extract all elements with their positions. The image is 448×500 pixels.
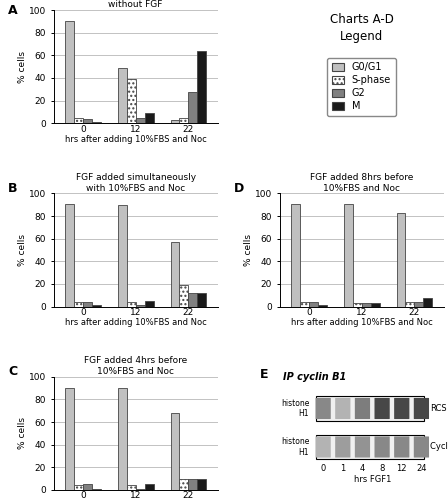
Bar	[198, 293, 207, 306]
Bar	[353, 303, 362, 306]
Bar	[136, 489, 145, 490]
Text: IP cyclin B1: IP cyclin B1	[283, 372, 346, 382]
FancyBboxPatch shape	[355, 398, 370, 419]
Title: FGF added simultaneously
with 10%FBS and Noc: FGF added simultaneously with 10%FBS and…	[76, 172, 196, 193]
Text: B: B	[8, 182, 17, 195]
Text: 24: 24	[416, 464, 426, 473]
Bar	[291, 204, 300, 306]
FancyBboxPatch shape	[375, 436, 390, 458]
Bar	[198, 51, 207, 123]
FancyBboxPatch shape	[315, 436, 331, 458]
Text: histone
H1: histone H1	[281, 438, 309, 456]
Text: 12: 12	[396, 464, 407, 473]
Bar	[74, 302, 83, 306]
Bar	[92, 489, 101, 490]
Legend: G0/G1, S-phase, G2, M: G0/G1, S-phase, G2, M	[327, 58, 396, 116]
Bar	[180, 285, 189, 306]
Bar	[316, 434, 424, 460]
X-axis label: hrs after adding 10%FBS and Noc: hrs after adding 10%FBS and Noc	[65, 135, 207, 144]
Bar	[83, 302, 92, 306]
Bar	[423, 298, 432, 306]
FancyBboxPatch shape	[414, 398, 429, 419]
Bar	[189, 478, 198, 490]
Bar	[300, 302, 309, 306]
Bar	[309, 302, 318, 306]
Bar	[180, 118, 189, 123]
FancyBboxPatch shape	[394, 398, 409, 419]
Bar	[127, 302, 136, 306]
Text: histone
H1: histone H1	[281, 399, 309, 418]
Text: D: D	[234, 182, 244, 195]
Bar	[171, 413, 180, 490]
Text: 1: 1	[340, 464, 345, 473]
Bar	[316, 396, 424, 421]
Text: RCS: RCS	[431, 404, 447, 413]
Text: Cyclin D1/CDK4: Cyclin D1/CDK4	[431, 442, 448, 452]
Bar	[118, 388, 127, 490]
Text: E: E	[260, 368, 269, 380]
Bar	[136, 118, 145, 123]
Bar	[65, 204, 74, 306]
Bar	[414, 302, 423, 306]
Bar	[74, 118, 83, 123]
FancyBboxPatch shape	[394, 436, 409, 458]
Bar	[189, 92, 198, 123]
Title: without FGF: without FGF	[108, 0, 163, 9]
Bar	[180, 478, 189, 490]
FancyBboxPatch shape	[355, 436, 370, 458]
Bar	[127, 486, 136, 490]
Bar	[189, 293, 198, 306]
Bar	[83, 118, 92, 123]
Bar	[145, 484, 154, 490]
Y-axis label: % cells: % cells	[18, 234, 27, 266]
Y-axis label: % cells: % cells	[245, 234, 254, 266]
Bar	[127, 79, 136, 123]
Bar	[171, 120, 180, 123]
Title: FGF added 8hrs before
10%FBS and Noc: FGF added 8hrs before 10%FBS and Noc	[310, 172, 414, 193]
Text: hrs FGF1: hrs FGF1	[353, 476, 391, 484]
Bar	[396, 212, 405, 306]
FancyBboxPatch shape	[335, 436, 350, 458]
Y-axis label: % cells: % cells	[18, 50, 27, 82]
Text: 0: 0	[320, 464, 326, 473]
Y-axis label: % cells: % cells	[18, 418, 27, 450]
Bar	[370, 303, 379, 306]
Bar	[362, 303, 370, 306]
Bar	[171, 242, 180, 306]
Text: Charts A-D
Legend: Charts A-D Legend	[330, 14, 394, 44]
Text: C: C	[8, 366, 17, 378]
Text: 4: 4	[360, 464, 365, 473]
FancyBboxPatch shape	[414, 436, 429, 458]
Bar	[83, 484, 92, 490]
Bar	[344, 204, 353, 306]
Bar	[92, 122, 101, 123]
Text: 8: 8	[379, 464, 385, 473]
X-axis label: hrs after adding 10%FBS and Noc: hrs after adding 10%FBS and Noc	[291, 318, 432, 328]
Bar	[145, 301, 154, 306]
Bar	[405, 302, 414, 306]
Title: FGF added 4hrs before
10%FBS and Noc: FGF added 4hrs before 10%FBS and Noc	[84, 356, 187, 376]
Bar	[65, 388, 74, 490]
Bar	[198, 478, 207, 490]
Bar	[145, 113, 154, 123]
Bar	[65, 22, 74, 123]
FancyBboxPatch shape	[315, 398, 331, 419]
Text: A: A	[8, 4, 17, 18]
Bar	[118, 68, 127, 123]
Bar	[118, 204, 127, 306]
Bar	[74, 486, 83, 490]
FancyBboxPatch shape	[375, 398, 390, 419]
X-axis label: hrs after adding 10%FBS and Noc: hrs after adding 10%FBS and Noc	[65, 318, 207, 328]
FancyBboxPatch shape	[335, 398, 350, 419]
